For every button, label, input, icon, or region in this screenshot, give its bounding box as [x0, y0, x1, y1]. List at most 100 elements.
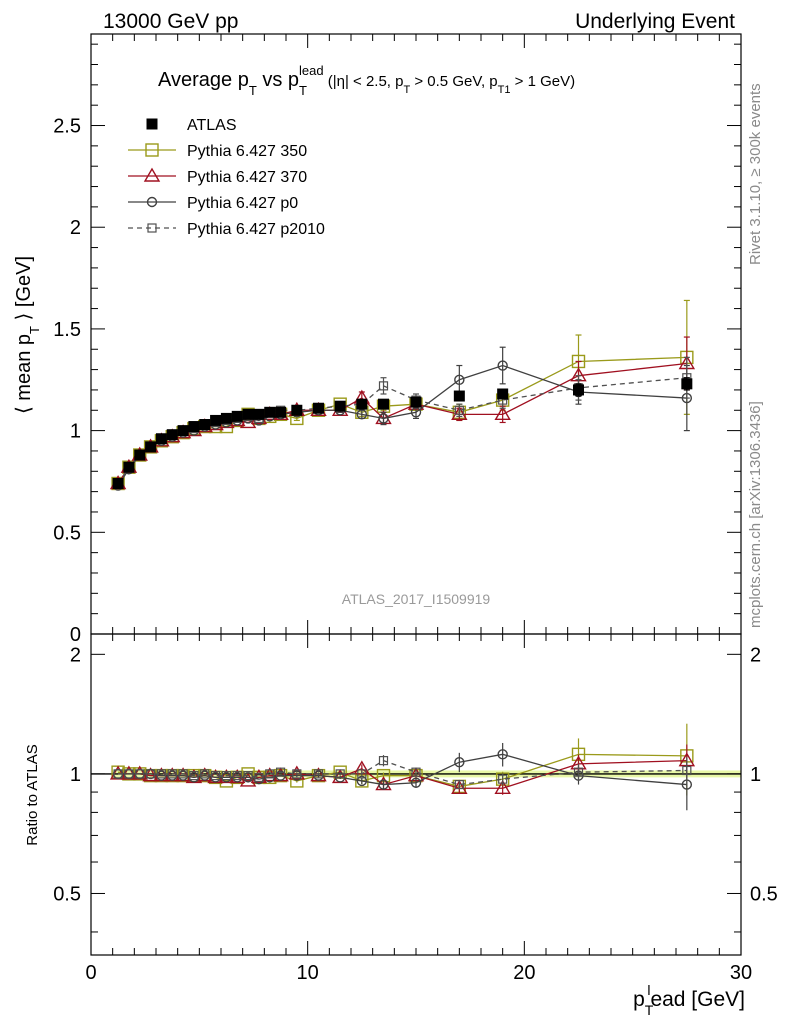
legend-entry: Pythia 6.427 370 [128, 167, 307, 186]
data-point [220, 412, 232, 424]
data-point [454, 374, 465, 385]
title-sub-t: T [249, 83, 257, 98]
x-axis-label: pTlead [GeV] [633, 982, 745, 1018]
series-pythia-6-427-p0 [112, 346, 693, 811]
data-point [454, 405, 464, 415]
legend-entry: Pythia 6.427 p0 [128, 195, 298, 212]
data-point [410, 407, 422, 418]
data-point [378, 381, 389, 391]
data-point [210, 414, 222, 426]
xlabel-t: T [645, 1002, 654, 1018]
ratio-point [210, 771, 221, 781]
legend-label: Pythia 6.427 p2010 [187, 221, 325, 238]
ratio-point [454, 757, 465, 768]
data-point [573, 384, 584, 396]
ratio-point [573, 767, 584, 777]
data-point [155, 433, 167, 445]
x-tick-label: 30 [730, 962, 752, 984]
data-point [242, 408, 254, 420]
ratio-point [292, 769, 302, 779]
ratio-point [145, 769, 156, 779]
legend-entry: Pythia 6.427 p2010 [128, 221, 325, 238]
data-point [134, 449, 146, 461]
ylabel-b: ⟩ [GeV] [13, 256, 35, 326]
x-tick-label: 0 [85, 962, 96, 984]
ratio-point [189, 771, 199, 781]
data-point [453, 390, 465, 402]
header-right: Underlying Event [575, 10, 735, 33]
ratio-point [232, 771, 242, 781]
ratio-tick-label-left: 2 [70, 644, 81, 666]
ratio-point [243, 771, 253, 781]
ratio-point [498, 774, 508, 784]
y-tick-label: 0.5 [53, 522, 81, 544]
ratio-point [313, 769, 324, 779]
data-point [177, 425, 189, 437]
header-left: 13000 GeV pp [103, 10, 238, 33]
legend-label: ATLAS [187, 117, 237, 134]
data-point [275, 406, 287, 418]
xlabel-b: ead [GeV] [650, 988, 745, 1011]
title-main: Average p [158, 69, 249, 91]
data-point [378, 413, 389, 424]
plot-title: Average pT vs pTlead (|η| < 2.5, pT > 0.… [158, 63, 575, 98]
y-tick-label: 1 [70, 421, 81, 443]
ratio-point [221, 771, 232, 781]
legend-marker [143, 167, 161, 182]
x-tick-label: 20 [513, 962, 535, 984]
ratio-point [135, 769, 145, 779]
y-axis-label: ⟨ mean pT ⟩ [GeV] [13, 256, 42, 414]
title-cuts-a: (|η| < 2.5, p [324, 73, 404, 90]
xlabel-sup: l [647, 982, 650, 998]
ratio-y-axis-label: Ratio to ATLAS [24, 744, 41, 845]
legend-entry: Pythia 6.427 350 [128, 143, 307, 160]
data-point [681, 378, 693, 390]
x-tick-label: 10 [297, 962, 319, 984]
legend-entry: ATLAS [146, 117, 237, 134]
data-point [253, 408, 265, 420]
data-point [199, 419, 211, 431]
ratio-point [497, 749, 508, 760]
ratio-point [275, 767, 286, 777]
legend-marker [146, 118, 158, 130]
rivet-label: Rivet 3.1.10, ≥ 300k events [747, 83, 764, 265]
ratio-tick-label-left: 1 [70, 764, 81, 786]
series-ratio-line [118, 753, 687, 786]
legend-marker [146, 196, 158, 208]
legend-label: Pythia 6.427 p0 [187, 195, 298, 212]
title-vs: vs p [257, 69, 299, 91]
ratio-point [178, 769, 188, 779]
ylabel-t: T [27, 326, 42, 334]
ratio-point [494, 779, 511, 794]
legend-marker [145, 143, 159, 157]
data-point [166, 429, 178, 441]
ratio-point [265, 769, 275, 779]
mcplots-label: mcplots.cern.ch [arXiv:1306.3436] [747, 401, 764, 628]
ratio-point [335, 769, 345, 779]
data-point [494, 405, 511, 421]
data-point [291, 404, 303, 416]
legend: ATLAS Pythia 6.427 350 Pythia 6.427 370 Pyt… [128, 117, 325, 238]
xlabel-a: p [633, 988, 645, 1011]
data-point [410, 396, 422, 408]
data-point [264, 406, 276, 418]
series-atlas [112, 377, 693, 489]
legend-label: Pythia 6.427 370 [187, 169, 307, 186]
y-tick-label: 2.5 [53, 116, 81, 138]
legend-marker [147, 223, 157, 233]
ratio-point [357, 769, 367, 779]
data-point [231, 410, 243, 422]
ratio-point [411, 767, 421, 777]
ratio-point [113, 769, 123, 779]
data-point [356, 398, 368, 410]
y-tick-label: 2 [70, 217, 81, 239]
data-point [497, 360, 508, 371]
data-point [313, 402, 324, 414]
ratio-tick-label-right: 0.5 [750, 883, 778, 905]
data-point [356, 409, 368, 420]
title-sub-t2: T [299, 83, 307, 98]
series-pythia-6-427-350 [111, 299, 694, 796]
ratio-plot-frame [90, 633, 742, 956]
title-cuts-t1: T1 [498, 84, 511, 96]
